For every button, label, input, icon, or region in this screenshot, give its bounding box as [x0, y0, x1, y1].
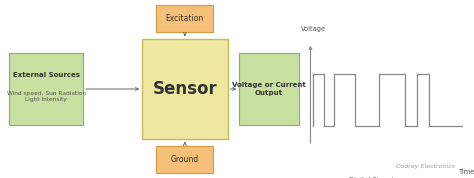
Text: External Sources: External Sources — [13, 72, 80, 78]
Text: Codrey Electronics: Codrey Electronics — [396, 164, 455, 169]
FancyBboxPatch shape — [156, 146, 213, 173]
Text: Excitation: Excitation — [166, 14, 204, 23]
FancyBboxPatch shape — [239, 53, 299, 125]
Text: Wind speed, Sun Radiation
Light Intensity: Wind speed, Sun Radiation Light Intensit… — [7, 91, 86, 102]
FancyBboxPatch shape — [156, 5, 213, 32]
FancyBboxPatch shape — [142, 39, 228, 139]
Text: Voltage or Current
Output: Voltage or Current Output — [232, 82, 306, 96]
Text: Ground: Ground — [171, 155, 199, 164]
FancyBboxPatch shape — [9, 53, 83, 125]
Text: Sensor: Sensor — [153, 80, 217, 98]
